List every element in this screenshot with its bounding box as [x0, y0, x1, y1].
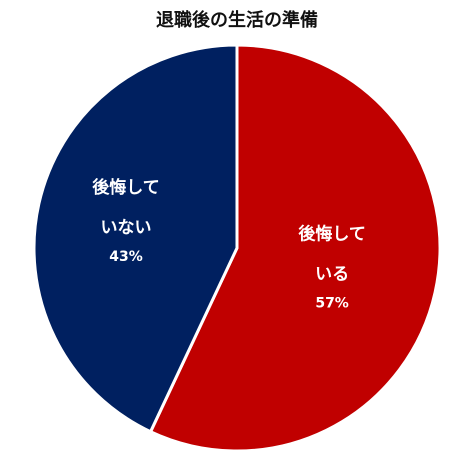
slice-label-line: 後悔して — [92, 177, 160, 198]
chart-title: 退職後の生活の準備 — [156, 10, 318, 31]
slice-percent-label: 43% — [109, 249, 143, 265]
slice-label-line: いない — [101, 218, 152, 238]
pie-slice-2 — [32, 43, 239, 434]
slice-percent-label: 57% — [315, 295, 349, 311]
pie-slice-1 — [149, 43, 442, 453]
slice-label-line: 後悔して — [298, 223, 366, 244]
slice-label-line: いる — [315, 264, 349, 284]
